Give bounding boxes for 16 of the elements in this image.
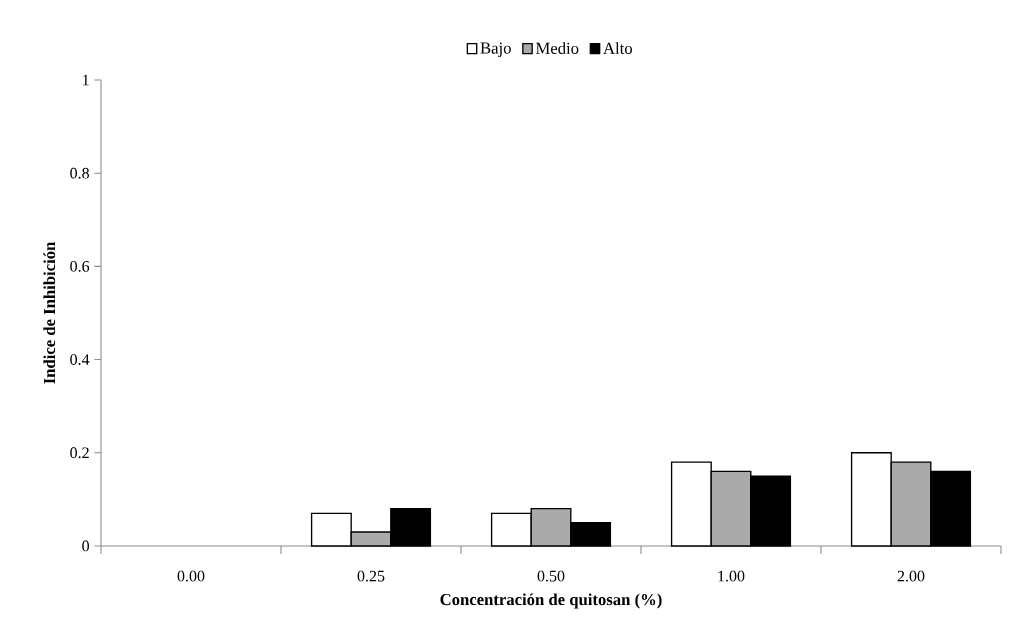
x-tick-label: 0.00 bbox=[177, 570, 205, 582]
y-tick-label: 0.8 bbox=[70, 167, 90, 179]
x-tick-label: 2.00 bbox=[897, 570, 925, 582]
legend-label: Alto bbox=[603, 42, 633, 54]
y-tick-label: 0.2 bbox=[70, 447, 89, 459]
x-axis-title: Concentración de quitosan (%) bbox=[440, 593, 662, 609]
x-tick-label: 1.00 bbox=[718, 570, 745, 582]
y-tick-label: 1 bbox=[83, 74, 89, 86]
legend-label: Bajo bbox=[480, 42, 511, 58]
x-tick-label: 0.50 bbox=[537, 570, 565, 582]
y-tick-label: 0.6 bbox=[70, 260, 90, 272]
y-axis-title: Indice de Inhibición bbox=[43, 241, 56, 384]
legend-label: Medio bbox=[535, 42, 579, 54]
x-tick-label: 0.25 bbox=[357, 570, 385, 582]
y-tick-label: 0.4 bbox=[70, 354, 90, 366]
y-tick-label: 0 bbox=[82, 540, 90, 552]
